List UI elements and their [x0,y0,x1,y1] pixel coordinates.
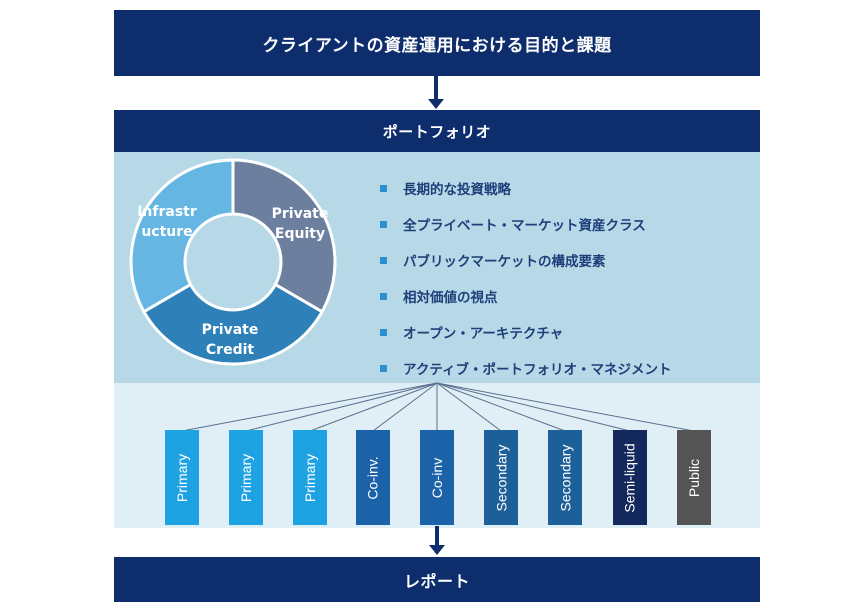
square-bullet-icon [380,364,387,372]
donut-segment-private-equity [233,160,336,312]
label-private-equity-1: Private [272,206,329,222]
square-bullet-icon [380,184,387,192]
feature-item: パブリックマーケットの構成要素 [380,242,672,278]
label-infrastructure-2: ucture [141,224,192,240]
donut-hole [185,214,281,310]
strategy-box-co-inv-1: Co-inv. [356,430,390,525]
portfolio-band: ポートフォリオ [114,110,760,152]
feature-item: オープン・アーキテクチャ [380,314,672,350]
square-bullet-icon [380,256,387,264]
asset-class-donut: Private Equity Private Credit Infrastr u… [129,158,337,366]
donut-segment-infrastructure [130,159,233,312]
strategy-box-co-inv-2: Co-inv [420,430,454,525]
report-band: レポート [114,557,760,602]
strategy-box-primary-1: Primary [165,430,199,525]
square-bullet-icon [380,220,387,228]
portfolio-features-list: 長期的な投資戦略 全プライベート・マーケット資産クラス パブリックマーケットの構… [380,170,672,386]
feature-item: 全プライベート・マーケット資産クラス [380,206,672,242]
arrow-portfolio-to-report [435,526,439,546]
label-private-credit-2: Credit [206,342,254,358]
objectives-title: クライアントの資産運用における目的と課題 [262,35,612,56]
strategy-box-secondary-2: Secondary [548,430,582,525]
square-bullet-icon [380,292,387,300]
feature-item: 相対価値の視点 [380,278,672,314]
arrow-head-1 [428,99,444,109]
label-infrastructure-1: Infrastr [137,204,197,220]
arrow-head-2 [429,545,445,555]
strategy-box-secondary-1: Secondary [484,430,518,525]
label-private-equity-2: Equity [275,226,325,242]
strategy-box-primary-2: Primary [229,430,263,525]
square-bullet-icon [380,328,387,336]
arrow-objectives-to-portfolio [434,76,438,100]
objectives-band: クライアントの資産運用における目的と課題 [114,10,760,76]
report-title: レポート [403,571,470,591]
portfolio-title: ポートフォリオ [382,122,492,141]
strategy-box-semi-liquid: Semi-liquid [613,430,647,525]
feature-item: アクティブ・ポートフォリオ・マネジメント [380,350,672,386]
label-private-credit-1: Private [202,322,259,338]
donut-segment-private-credit [143,284,323,365]
feature-item: 長期的な投資戦略 [380,170,672,206]
strategy-box-public: Public [677,430,711,525]
strategy-box-primary-3: Primary [293,430,327,525]
